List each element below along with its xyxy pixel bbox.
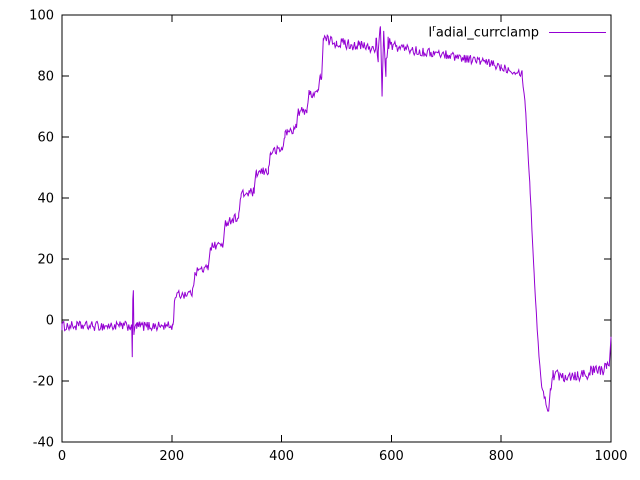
legend-line-sample-icon [549, 31, 606, 33]
y-tick-label: -40 [33, 436, 54, 451]
x-tick-label: 200 [159, 449, 184, 464]
y-tick-label: 0 [46, 314, 54, 329]
legend-label: Iradial_currclamp [428, 24, 539, 40]
x-tick-label: 800 [489, 449, 514, 464]
x-tick-label: 400 [269, 449, 294, 464]
y-tick-label: 80 [37, 70, 54, 85]
y-tick-label: -20 [33, 375, 54, 390]
x-tick-label: 1000 [594, 449, 627, 464]
y-tick-label: 40 [37, 192, 54, 207]
legend-label-rest: adial_currclamp [435, 25, 539, 41]
legend-label-superscript: r [432, 24, 436, 34]
legend: Iradial_currclamp [428, 24, 606, 40]
x-tick-label: 600 [379, 449, 404, 464]
legend-label-base: I [428, 25, 433, 41]
y-tick-label: 60 [37, 131, 54, 146]
series-line [61, 26, 612, 412]
y-tick-label: 100 [29, 9, 54, 24]
plot-border [61, 14, 612, 443]
y-tick-label: 20 [37, 253, 54, 268]
x-tick-label: 0 [58, 449, 66, 464]
